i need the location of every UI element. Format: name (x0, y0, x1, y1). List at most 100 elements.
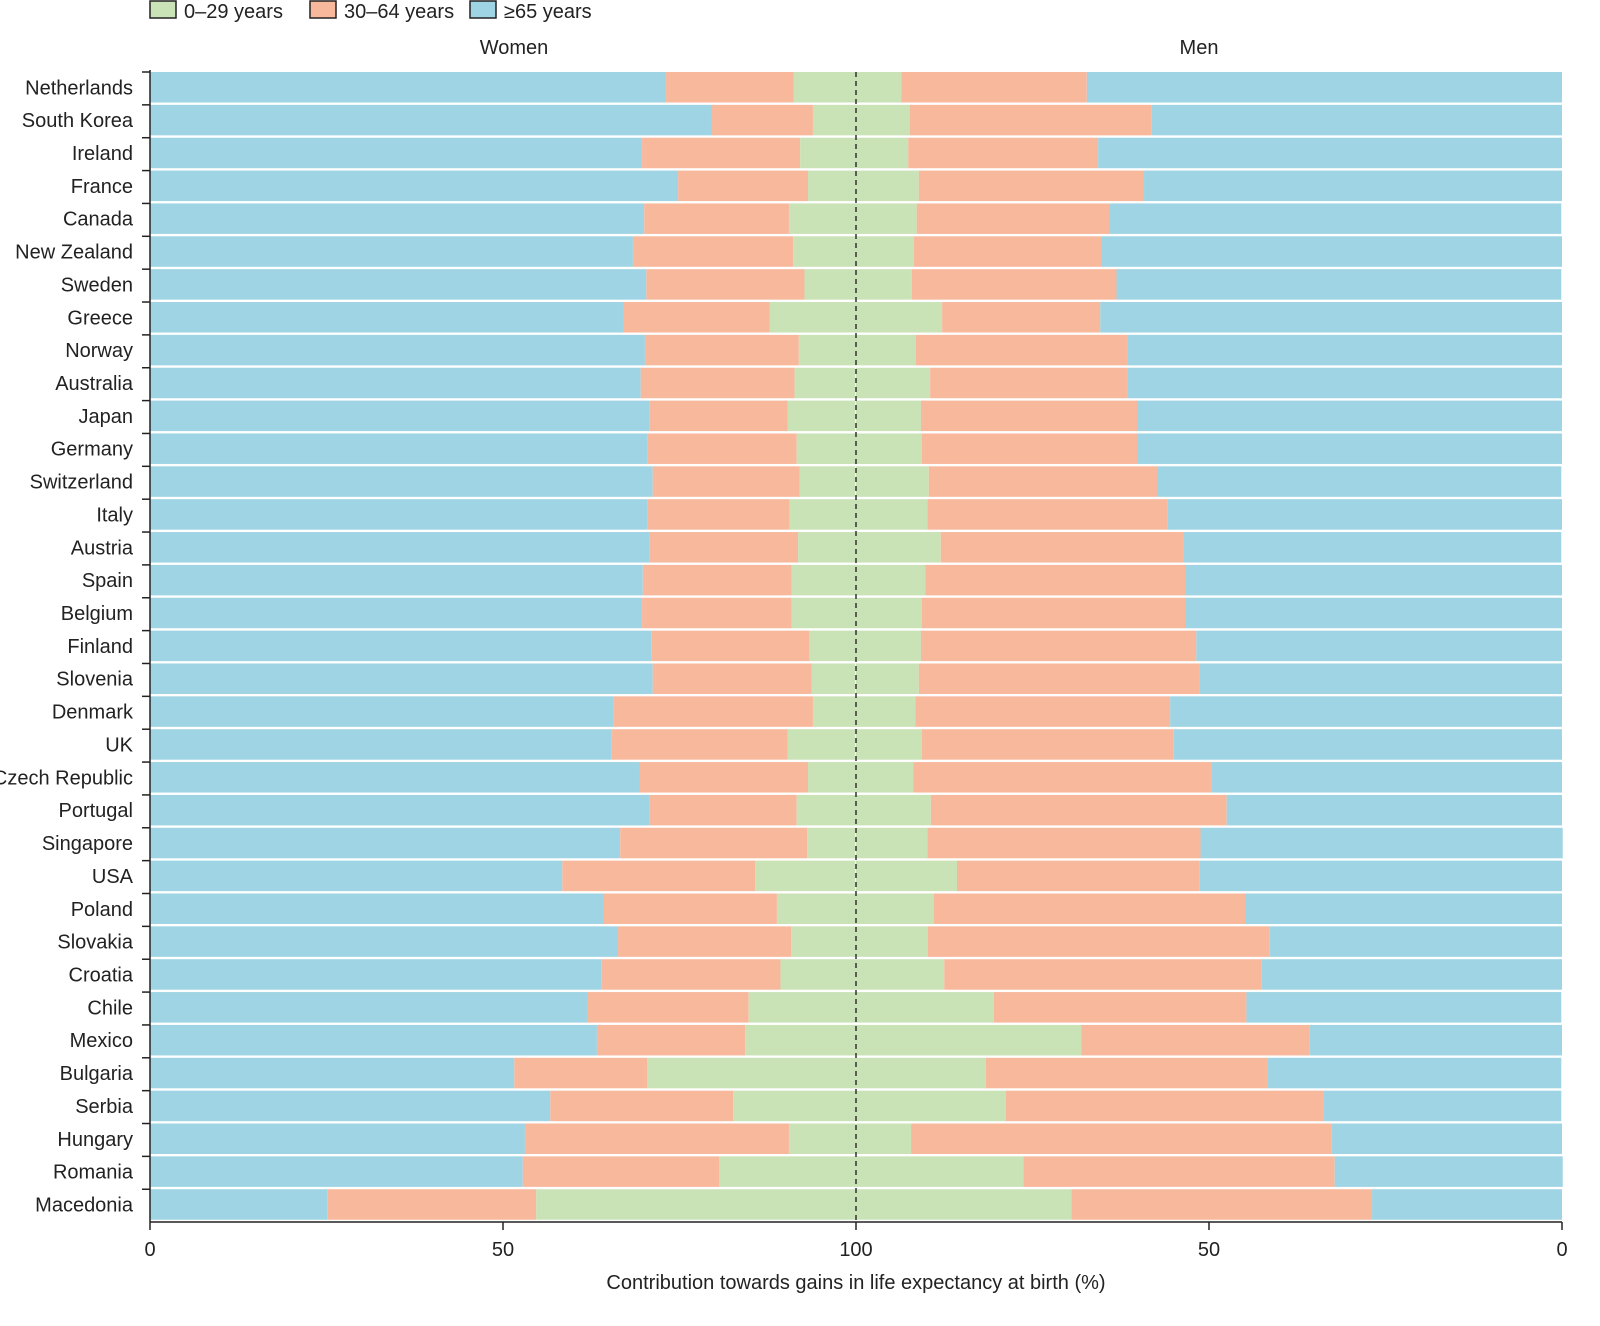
bar-women-65plus (150, 532, 650, 563)
bar-women-65plus (150, 170, 679, 202)
bar-women-30-64 (651, 630, 810, 662)
bar-men-65plus (1261, 959, 1562, 990)
bar-women-30-64 (611, 729, 788, 760)
bar-men-30-64 (916, 334, 1128, 366)
bar-women-65plus (150, 564, 643, 596)
bar-women-30-64 (678, 170, 808, 202)
legend-swatch (149, 0, 177, 19)
bar-men-65plus (1246, 992, 1562, 1023)
country-label: UK (105, 734, 133, 756)
bar-women-30-64 (603, 893, 777, 924)
bar-women-65plus (150, 1123, 525, 1155)
bar-women-65plus (150, 696, 614, 727)
bar-men-0-29 (856, 893, 934, 924)
bar-women-0-29 (798, 334, 856, 366)
bar-women-30-64 (646, 269, 805, 300)
country-label: Slovakia (57, 932, 133, 954)
bar-men-30-64 (925, 564, 1185, 596)
bar-women-0-29 (745, 1024, 856, 1056)
bar-women-0-29 (791, 564, 856, 596)
country-label: Germany (51, 439, 133, 461)
bar-women-65plus (150, 104, 712, 136)
panel-title-women: Women (480, 37, 549, 59)
bar-men-30-64 (920, 630, 1197, 662)
bar-men-30-64 (944, 959, 1262, 990)
bar-men-30-64 (918, 170, 1145, 202)
bar-women-30-64 (642, 137, 801, 169)
bar-men-30-64 (921, 729, 1174, 760)
bar-women-0-29 (794, 367, 856, 399)
bar-men-65plus (1226, 794, 1562, 826)
country-label: Mexico (70, 1030, 133, 1052)
bar-women-0-29 (807, 827, 856, 859)
bar-men-65plus (1116, 269, 1562, 300)
bar-women-30-64 (647, 433, 797, 464)
bar-men-0-29 (856, 794, 931, 826)
legend-label: 30–64 years (344, 1, 454, 23)
bar-men-0-29 (856, 269, 912, 300)
bar-men-65plus (1136, 400, 1562, 432)
bar-men-0-29 (856, 992, 994, 1023)
bar-women-65plus (150, 1156, 523, 1187)
bar-men-0-29 (856, 203, 917, 234)
bar-women-0-29 (769, 302, 856, 333)
bar-women-0-29 (807, 762, 856, 793)
bar-men-0-29 (856, 334, 917, 366)
country-label: Switzerland (30, 472, 133, 494)
bar-men-0-29 (856, 564, 926, 596)
bar-women-0-29 (788, 1123, 856, 1155)
country-label: Austria (71, 537, 134, 559)
bar-women-65plus (150, 236, 633, 267)
bar-women-65plus (150, 72, 667, 103)
bar-men-0-29 (856, 302, 943, 333)
legend-swatch (469, 0, 497, 19)
bar-women-65plus (150, 794, 650, 826)
bar-women-65plus (150, 926, 619, 957)
bar-women-65plus (150, 1189, 328, 1220)
bar-men-30-64 (921, 433, 1137, 464)
bar-men-65plus (1245, 893, 1562, 924)
panel-title-men: Men (1180, 37, 1219, 59)
x-tick-label: 50 (492, 1239, 514, 1261)
bar-women-30-64 (587, 992, 749, 1023)
country-label: Italy (96, 504, 133, 526)
bar-men-0-29 (856, 466, 929, 497)
bar-women-0-29 (776, 893, 856, 924)
bar-men-30-64 (916, 203, 1110, 234)
bar-men-65plus (1109, 203, 1562, 234)
bar-women-0-29 (812, 696, 856, 727)
bar-women-65plus (150, 893, 604, 924)
bar-women-65plus (150, 466, 653, 497)
country-label: Finland (67, 636, 133, 658)
bar-women-0-29 (780, 959, 857, 990)
bar-men-65plus (1372, 1189, 1562, 1220)
bar-men-0-29 (856, 597, 922, 629)
bar-men-30-64 (1005, 1090, 1324, 1122)
bar-men-0-29 (856, 532, 941, 563)
bar-women-0-29 (807, 170, 856, 202)
bar-women-30-64 (620, 827, 808, 859)
country-label: Croatia (69, 964, 134, 986)
bar-men-65plus (1334, 1156, 1563, 1187)
bar-men-65plus (1183, 532, 1562, 563)
bar-men-30-64 (918, 663, 1200, 694)
bar-women-65plus (150, 367, 641, 399)
bar-women-65plus (150, 959, 602, 990)
bar-men-30-64 (930, 367, 1128, 399)
bar-men-0-29 (856, 1057, 986, 1089)
country-label: Macedonia (35, 1194, 134, 1216)
bar-men-0-29 (856, 696, 916, 727)
bar-women-30-64 (652, 663, 812, 694)
bar-women-0-29 (799, 466, 856, 497)
x-tick-label: 0 (144, 1239, 155, 1261)
bar-men-0-29 (856, 433, 922, 464)
bar-women-30-64 (550, 1090, 734, 1122)
country-label: Japan (79, 406, 134, 428)
bar-women-0-29 (793, 236, 856, 267)
bar-women-30-64 (649, 532, 799, 563)
bar-men-30-64 (915, 696, 1171, 727)
bar-men-30-64 (909, 104, 1152, 136)
bar-men-65plus (1269, 926, 1562, 957)
bar-men-0-29 (856, 959, 945, 990)
bar-men-0-29 (856, 104, 910, 136)
